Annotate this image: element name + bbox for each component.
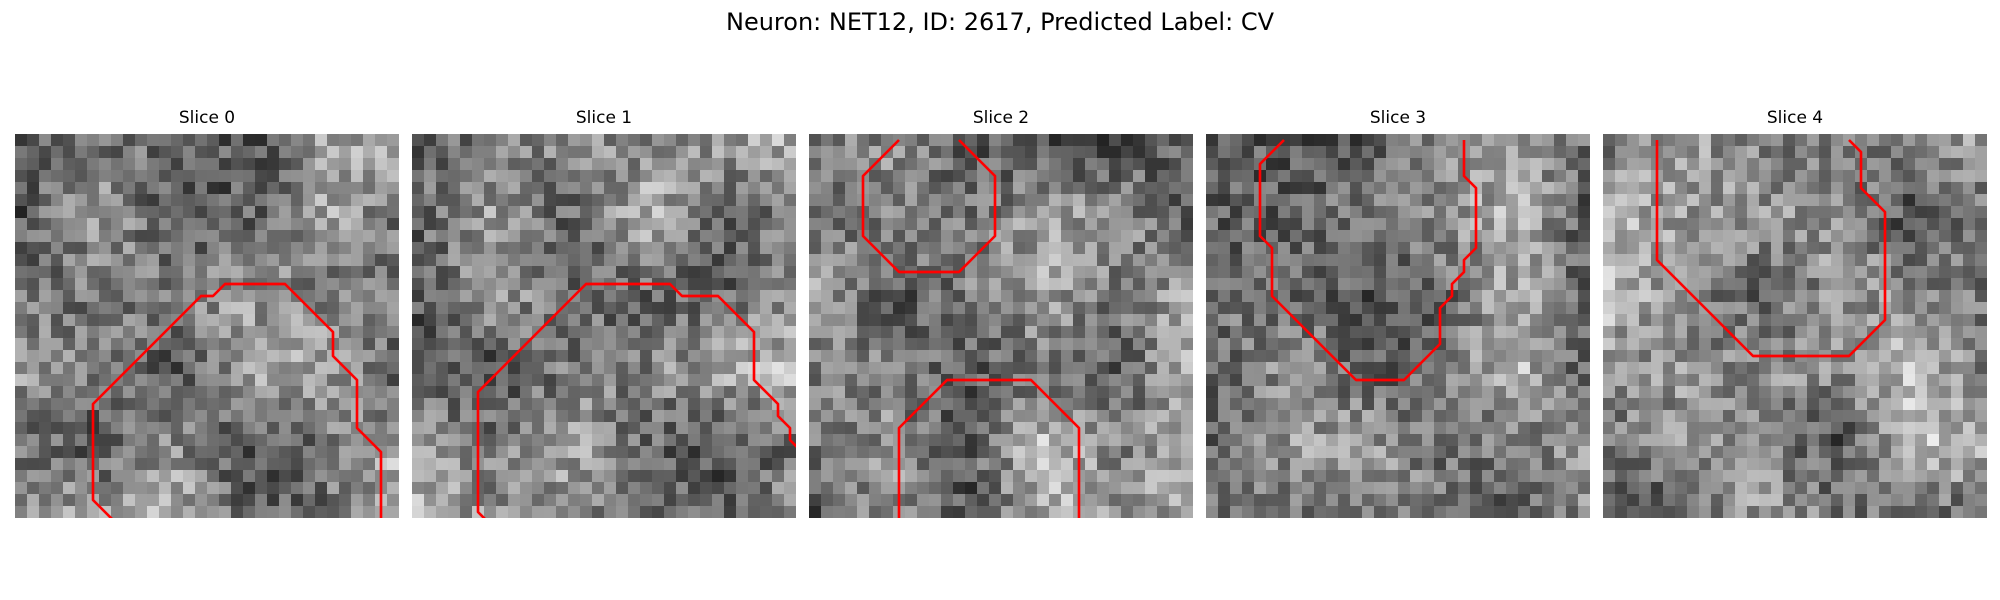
- contour-line-0: [91, 282, 383, 518]
- grayscale-image: [809, 134, 1193, 518]
- contour-overlay: [1258, 139, 1478, 382]
- contour-overlay: [91, 282, 383, 518]
- slice-title: Slice 2: [972, 108, 1030, 128]
- slice-image: [1603, 134, 1987, 518]
- slice-image: [412, 134, 796, 518]
- contour-line-0: [1655, 139, 1887, 358]
- grayscale-image: [412, 134, 796, 518]
- contour-line-1: [897, 378, 1081, 518]
- grayscale-image: [1206, 134, 1590, 518]
- contour-line-0: [1258, 139, 1478, 382]
- slice-title: Slice 3: [1369, 108, 1427, 128]
- slice-title: Slice 0: [178, 108, 236, 128]
- slice-image: [809, 134, 1193, 518]
- contour-overlay: [1655, 139, 1887, 358]
- slice-title: Slice 4: [1766, 108, 1824, 128]
- slice-image: [15, 134, 399, 518]
- slice-title: Slice 1: [575, 108, 633, 128]
- contour-overlay: [476, 282, 796, 518]
- contour-line-0: [476, 282, 796, 518]
- slice-image: [1206, 134, 1590, 518]
- contour-overlay: [861, 139, 1081, 518]
- figure-title: Neuron: NET12, ID: 2617, Predicted Label…: [726, 8, 1274, 36]
- grayscale-image: [1603, 134, 1987, 518]
- grayscale-image: [15, 134, 399, 518]
- contour-line-0: [861, 139, 997, 274]
